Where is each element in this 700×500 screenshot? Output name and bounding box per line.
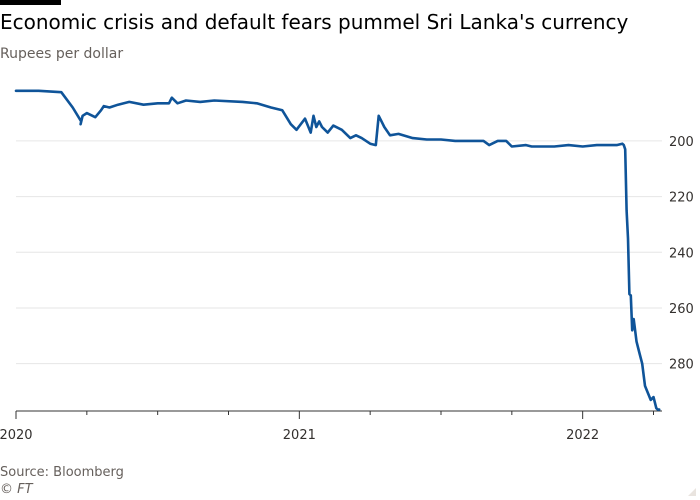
brand-bar: [0, 0, 61, 5]
x-tick-label-2021: 2021: [283, 428, 316, 443]
credit-note: © FT: [0, 482, 33, 497]
y-axis: 200 220 240 260 280: [669, 135, 694, 373]
corner-mark: [688, 488, 696, 496]
x-tick-label-2022: 2022: [566, 428, 599, 443]
gridlines: [16, 140, 662, 365]
series: [14, 89, 661, 411]
series-line-0: [14, 89, 661, 411]
y-tick-label-260: 260: [669, 302, 694, 317]
y-tick-label-280: 280: [669, 358, 694, 373]
y-tick-label-200: 200: [669, 135, 694, 150]
y-tick-label-220: 220: [669, 191, 694, 206]
source-note: Source: Bloomberg: [0, 465, 124, 480]
chart-subtitle: Rupees per dollar: [0, 46, 124, 62]
x-tick-label-2020: 2020: [0, 428, 33, 443]
x-axis: 2020 2021 2022: [0, 410, 662, 443]
y-tick-label-240: 240: [669, 246, 694, 261]
chart-title: Economic crisis and default fears pummel…: [0, 10, 629, 34]
